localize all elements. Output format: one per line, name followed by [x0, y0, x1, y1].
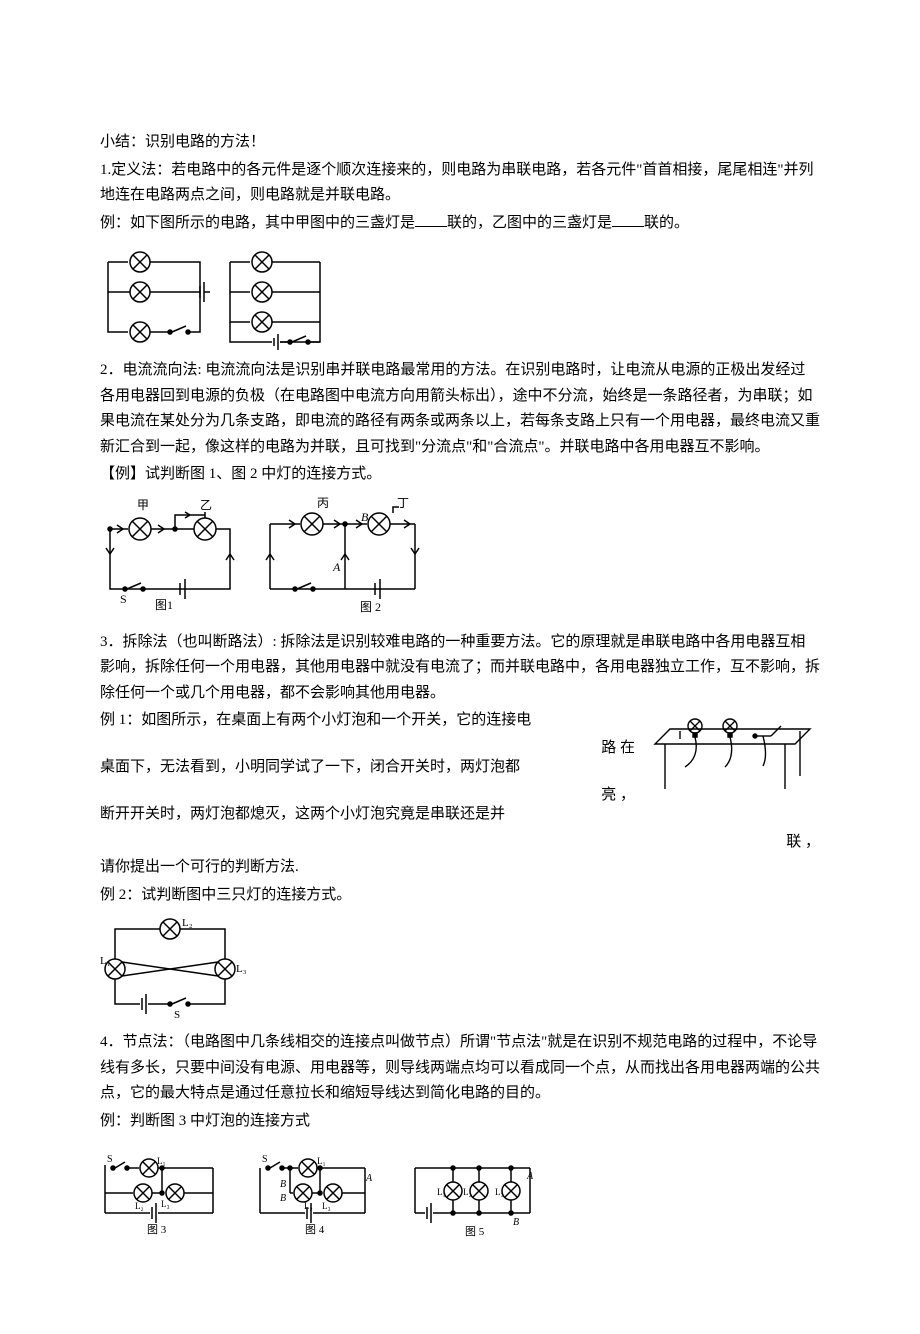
circuit-three-bulbs: L₂ L₁ L₃ S: [100, 914, 250, 1024]
label-bing: 丙: [317, 496, 329, 510]
label-L3: L₃: [236, 963, 247, 975]
label-S: S: [174, 1009, 180, 1021]
method3-ex2: 例 2：试判断图中三只灯的连接方式。: [100, 883, 820, 909]
method2-example: 【例】试判断图 1、图 2 中灯的连接方式。: [100, 462, 820, 488]
svg-text:B: B: [280, 1193, 286, 1204]
m3-ex1-l3a: 断开开关时，两灯泡都熄灭，这两个小灯泡究竟是串联还是并: [100, 806, 505, 822]
method4-example: 例：判断图 3 中灯泡的连接方式: [100, 1109, 820, 1135]
method4-heading: 4．节点法：（电路图中几条线相交的连接点叫做节点）所谓"节点法"就是在识别不规范…: [100, 1030, 820, 1107]
m1-ex-mid: 联的，乙图中的三盏灯是: [447, 215, 612, 231]
method1-heading: 1.定义法：若电路中的各元件是逐个顺次连接来的，则电路为串联电路，若各元件"首首…: [100, 158, 820, 209]
label-L2: L₂: [182, 917, 193, 929]
figure-desk: [645, 704, 820, 809]
blank-1: [415, 211, 447, 227]
m3-ex1-line2: 桌面下，无法看到，小明同学试了一下，闭合开关时，两灯泡都: [100, 755, 610, 781]
m3-ex1-line4: 请你提出一个可行的判断方法.: [100, 855, 820, 881]
m3-ex1-l1b: 路 在: [601, 736, 635, 762]
svg-text:L₂: L₂: [135, 1201, 144, 1211]
svg-text:L₃: L₃: [322, 1201, 331, 1211]
svg-text:B: B: [513, 1217, 519, 1228]
method3-ex1-block: 例 1：如图所示，在桌面上有两个小灯泡和一个开关，它的连接电: [100, 708, 610, 734]
m3-ex1-line3: 断开开关时，两灯泡都熄灭，这两个小灯泡究竟是串联还是并: [100, 802, 610, 828]
summary-title: 小结：识别电路的方法！: [100, 130, 820, 156]
svg-text:L₁: L₁: [317, 1156, 326, 1166]
fig3-caption: 图 3: [147, 1223, 167, 1236]
fig2-caption: 图 2: [360, 600, 381, 614]
label-yi: 乙: [200, 498, 212, 512]
label-jia: 甲: [137, 498, 149, 512]
desk-diagram: [645, 704, 820, 799]
figure-method2: 甲 乙 S 图1: [100, 494, 820, 624]
m3-ex1-l2a: 桌面下，无法看到，小明同学试了一下，闭合开关时，两灯泡都: [100, 759, 520, 775]
svg-text:B: B: [280, 1179, 286, 1190]
figure-method4: S L₁ L₂ L₃: [100, 1148, 820, 1248]
svg-text:A: A: [332, 560, 341, 574]
m3-ex1-l1a: 例 1：如图所示，在桌面上有两个小灯泡和一个开关，它的连接电: [100, 712, 531, 728]
m3-ex1-l2b: 亮 ，: [601, 783, 635, 809]
svg-text:S: S: [262, 1154, 268, 1165]
figure-method1: [100, 242, 820, 352]
m3-ex1-line1: 例 1：如图所示，在桌面上有两个小灯泡和一个开关，它的连接电: [100, 708, 610, 734]
svg-text:S: S: [107, 1154, 113, 1165]
circuit-jia-yi: [100, 242, 340, 352]
m1-ex-prefix: 例：如下图所示的电路，其中甲图中的三盏灯是: [100, 215, 415, 231]
method2-heading: 2．电流流向法: 电流流向法是识别串并联电路最常用的方法。在识别电路时，让电流从…: [100, 358, 820, 460]
circuit-fig1-fig2: 甲 乙 S 图1: [100, 494, 440, 624]
fig4-caption: 图 4: [305, 1223, 325, 1236]
figure-method3-ex2: L₂ L₁ L₃ S: [100, 914, 820, 1024]
svg-text:A: A: [365, 1173, 373, 1184]
method1-example: 例：如下图所示的电路，其中甲图中的三盏灯是 联的，乙图中的三盏灯是 联的。: [100, 211, 820, 237]
m3-ex1-l3b: 联 ，: [786, 830, 820, 856]
svg-text:L₃: L₃: [161, 1199, 170, 1209]
blank-2: [612, 211, 644, 227]
method3-heading: 3．拆除法（也叫断路法）: 拆除法是识别较难电路的一种重要方法。它的原理就是串联…: [100, 630, 820, 707]
label-L1: L₁: [100, 955, 111, 967]
fig5-caption: 图 5: [465, 1225, 485, 1238]
m1-ex-suffix: 联的。: [644, 215, 689, 231]
label-ding: 丁: [397, 496, 409, 510]
svg-text:S: S: [120, 592, 127, 606]
circuits-3-4-5: S L₁ L₂ L₃: [100, 1148, 580, 1248]
fig1-caption: 图1: [155, 598, 173, 612]
svg-text:L₁: L₁: [157, 1156, 166, 1166]
